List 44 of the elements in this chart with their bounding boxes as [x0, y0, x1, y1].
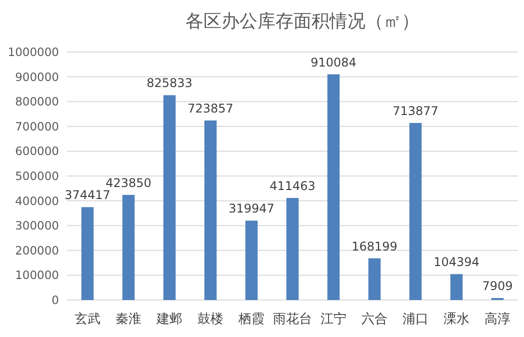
- data-label: 374417: [64, 188, 110, 202]
- x-tick-label: 建邺: [156, 312, 182, 327]
- y-tick-label: 1000000: [8, 45, 59, 59]
- data-label: 723857: [188, 101, 234, 116]
- x-tick-label: 雨花台: [273, 312, 312, 327]
- data-label: 411463: [270, 178, 316, 193]
- y-tick-label: 500000: [15, 169, 59, 183]
- x-tick-label: 高淳: [484, 311, 510, 327]
- x-tick-label: 栖霞: [238, 312, 264, 327]
- bar: [368, 258, 381, 300]
- data-label: 423850: [106, 176, 152, 190]
- y-tick-label: 400000: [15, 194, 59, 208]
- x-tick-label: 六合: [362, 312, 388, 327]
- data-label: 168199: [352, 239, 398, 254]
- data-label: 319947: [228, 202, 274, 216]
- x-tick-label: 玄武: [74, 311, 100, 327]
- y-tick-label: 800000: [15, 94, 59, 109]
- bar: [245, 220, 258, 300]
- x-tick-label: 鼓楼: [198, 312, 224, 327]
- x-tick-label: 浦口: [402, 312, 428, 327]
- bar: [409, 122, 422, 300]
- y-tick-label: 0: [52, 293, 59, 307]
- y-tick-label: 200000: [15, 243, 59, 258]
- data-label: 910084: [310, 55, 356, 70]
- y-tick-label: 700000: [15, 119, 59, 134]
- chart-title: 各区办公库存面积情况（㎡）: [186, 11, 420, 32]
- x-tick-label: 溧水: [444, 312, 470, 327]
- data-label: 104394: [434, 255, 480, 270]
- data-label: 7909: [482, 279, 513, 294]
- y-tick-label: 100000: [15, 268, 59, 282]
- bar: [163, 95, 176, 300]
- bar: [122, 194, 135, 300]
- y-tick-label: 900000: [15, 70, 59, 84]
- y-tick-label: 300000: [15, 218, 59, 233]
- y-tick-label: 600000: [15, 144, 59, 158]
- bar: [81, 207, 94, 300]
- bar: [327, 74, 340, 300]
- x-tick-label: 江宁: [320, 311, 346, 327]
- data-label: 825833: [146, 76, 192, 90]
- x-tick-label: 秦淮: [116, 312, 142, 327]
- data-label: 713877: [392, 104, 438, 118]
- bar: [286, 198, 299, 300]
- bar: [204, 120, 217, 300]
- bar: [450, 274, 463, 300]
